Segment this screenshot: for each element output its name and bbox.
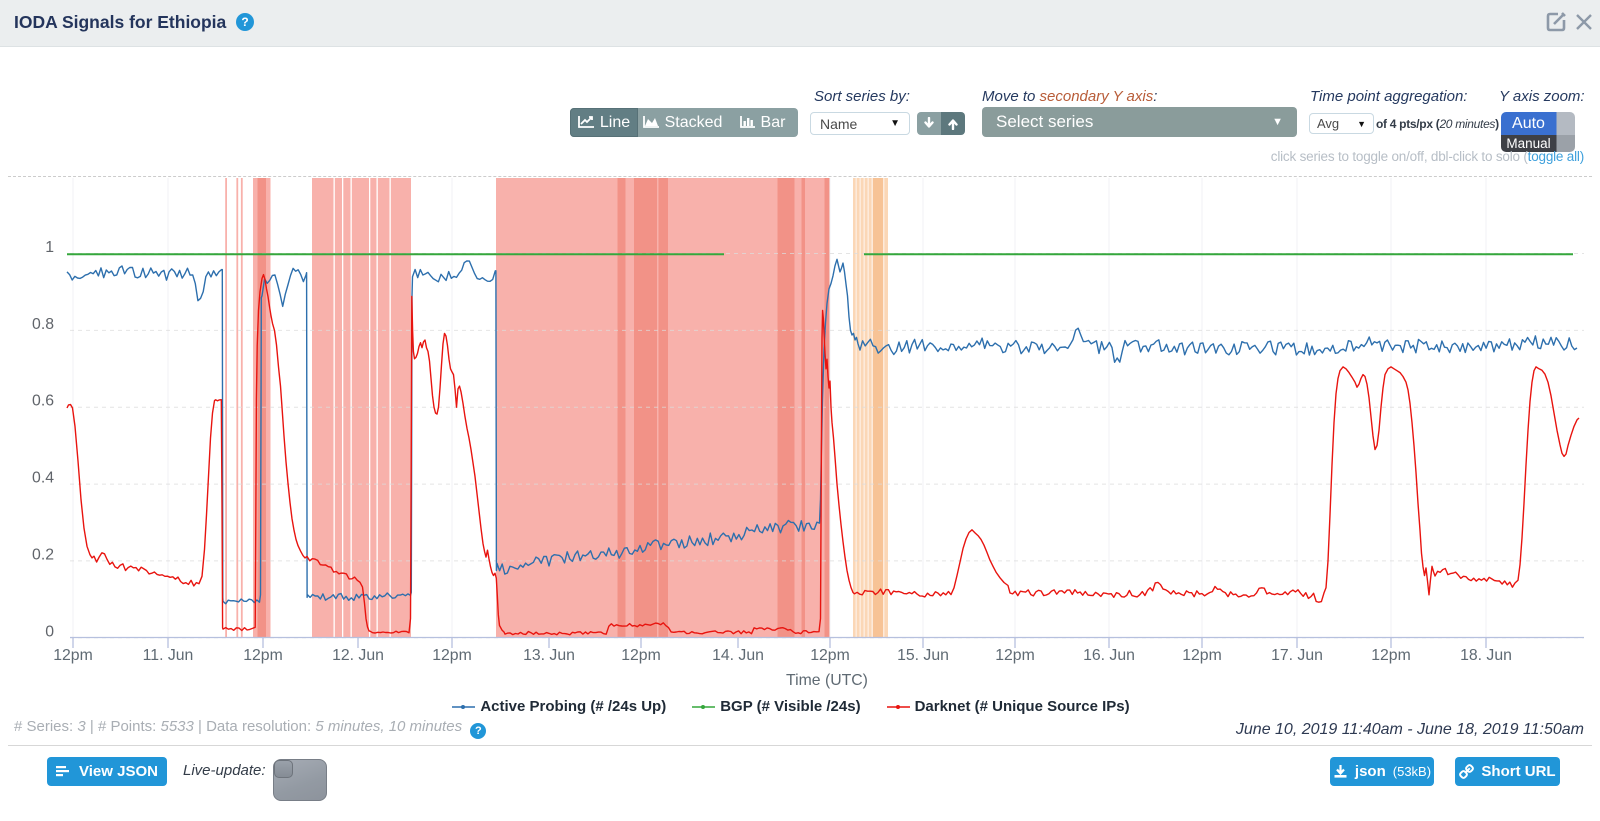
svg-text:11. Jun: 11. Jun [143,647,194,664]
svg-text:15. Jun: 15. Jun [897,647,949,664]
svg-text:17. Jun: 17. Jun [1271,647,1323,664]
svg-text:12pm: 12pm [243,647,283,664]
svg-text:0: 0 [45,623,54,640]
svg-text:12pm: 12pm [621,647,661,664]
svg-text:0.6: 0.6 [32,393,54,410]
svg-text:12pm: 12pm [432,647,472,664]
svg-text:14. Jun: 14. Jun [712,647,764,664]
svg-text:Time (UTC): Time (UTC) [786,672,868,689]
svg-text:0.4: 0.4 [32,470,54,487]
svg-text:0.2: 0.2 [32,546,54,563]
svg-text:12pm: 12pm [810,647,850,664]
svg-text:1: 1 [45,239,54,256]
svg-text:12. Jun: 12. Jun [332,647,384,664]
svg-text:16. Jun: 16. Jun [1083,647,1135,664]
svg-text:12pm: 12pm [53,647,93,664]
svg-text:0.8: 0.8 [32,316,54,333]
svg-text:12pm: 12pm [1371,647,1411,664]
svg-text:18. Jun: 18. Jun [1460,647,1512,664]
svg-text:13. Jun: 13. Jun [523,647,575,664]
svg-text:12pm: 12pm [1182,647,1222,664]
svg-text:12pm: 12pm [995,647,1035,664]
